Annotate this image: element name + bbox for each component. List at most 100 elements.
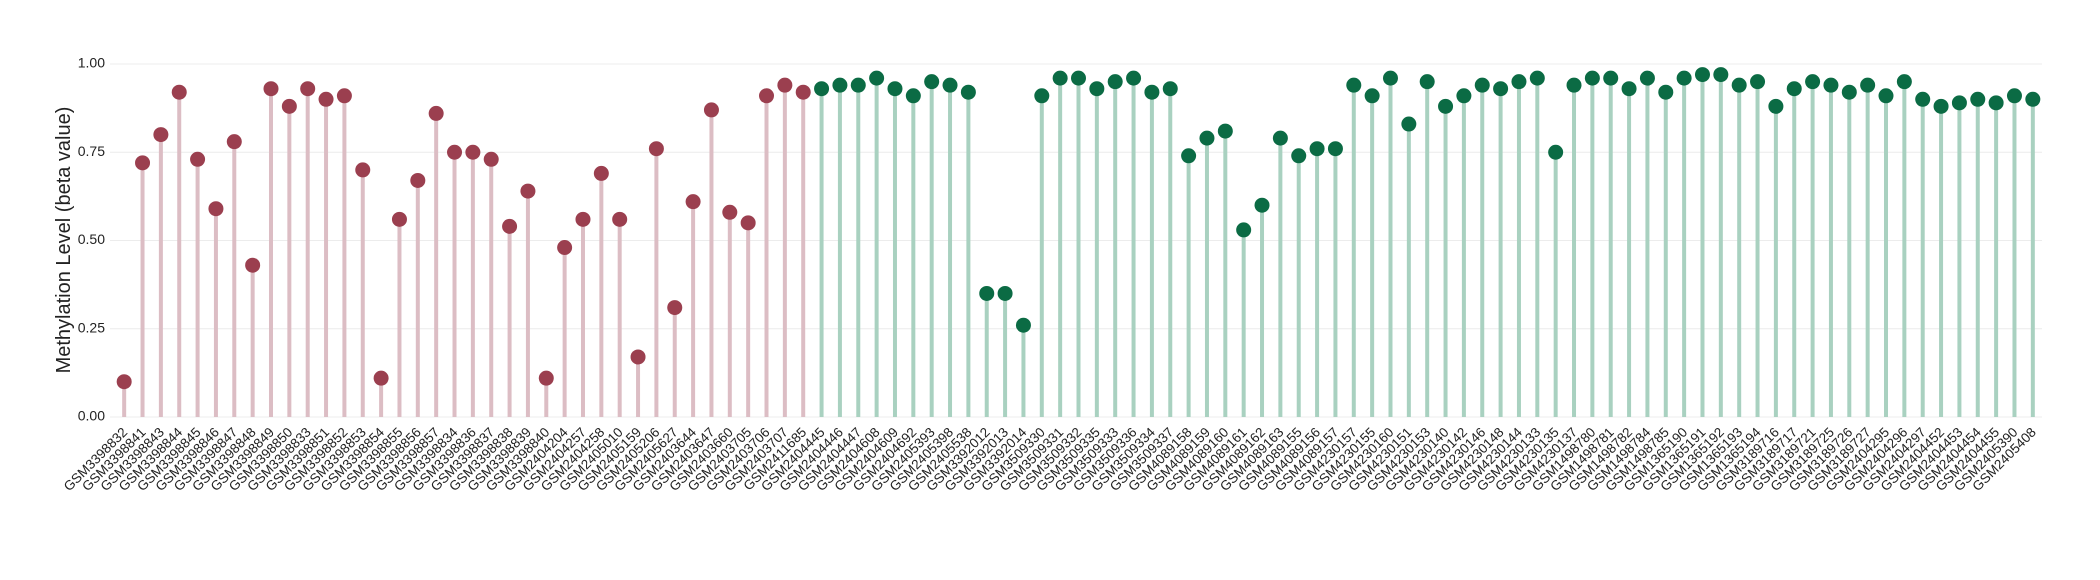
dot — [1217, 123, 1233, 139]
dot — [538, 370, 554, 386]
dot — [1199, 130, 1215, 146]
dot — [1456, 88, 1472, 104]
dot — [1896, 74, 1912, 90]
dot — [1878, 88, 1894, 104]
dot — [410, 172, 426, 188]
dot — [1346, 77, 1362, 93]
dot — [171, 84, 187, 100]
dot — [300, 81, 316, 97]
dot — [1566, 77, 1582, 93]
dot — [1071, 70, 1086, 86]
y-axis-label: Methylation Level (beta value) — [53, 107, 75, 374]
dot — [226, 134, 242, 150]
dot — [759, 88, 775, 104]
y-tick-label: 0.25 — [78, 319, 105, 335]
dot — [281, 98, 297, 114]
dot — [263, 81, 279, 97]
dot — [924, 74, 940, 90]
dot — [630, 349, 646, 365]
dot — [1052, 70, 1068, 86]
dot — [905, 88, 921, 104]
dot — [1768, 98, 1784, 114]
dot — [1786, 81, 1802, 97]
dot — [135, 155, 151, 171]
dot — [1493, 81, 1509, 97]
dot — [814, 81, 830, 97]
dot — [1603, 70, 1619, 86]
dot — [318, 91, 334, 107]
dot — [1676, 70, 1692, 86]
dot — [2025, 91, 2041, 107]
dot — [1236, 222, 1252, 238]
dot — [1841, 84, 1857, 100]
dot — [502, 218, 518, 234]
dot — [1015, 317, 1031, 333]
dot — [428, 105, 444, 121]
dot — [1401, 116, 1417, 132]
dot — [1107, 74, 1123, 90]
dot — [1364, 88, 1380, 104]
dot — [1823, 77, 1839, 93]
y-tick-label: 0.50 — [78, 231, 105, 247]
dot — [1548, 144, 1564, 160]
dot — [667, 300, 683, 316]
dot — [850, 77, 866, 93]
dot — [1951, 95, 1967, 111]
dot — [887, 81, 903, 97]
dot — [1933, 98, 1949, 114]
dot — [153, 127, 169, 143]
dot — [465, 144, 481, 160]
dot — [593, 165, 609, 181]
dot — [612, 211, 628, 227]
dot — [1438, 98, 1454, 114]
dot — [740, 215, 756, 231]
dot — [1474, 77, 1490, 93]
dot — [1034, 88, 1050, 104]
dot — [1639, 70, 1655, 86]
dot — [557, 240, 573, 256]
dot — [1181, 148, 1197, 164]
dot — [722, 204, 738, 220]
dot — [832, 77, 848, 93]
dot — [795, 84, 811, 100]
dot — [1694, 67, 1710, 83]
y-tick-label: 0.00 — [78, 408, 105, 424]
dot — [1089, 81, 1105, 97]
dot — [777, 77, 793, 93]
dot — [1621, 81, 1637, 97]
dot — [355, 162, 371, 178]
dot — [1529, 70, 1545, 86]
y-tick-label: 0.75 — [78, 143, 105, 159]
dot — [1658, 84, 1674, 100]
dot — [997, 285, 1013, 301]
dot — [1713, 67, 1729, 83]
y-tick-label: 1.00 — [78, 55, 105, 71]
dot — [391, 211, 407, 227]
dot — [1272, 130, 1288, 146]
dot — [1860, 77, 1876, 93]
dot — [1970, 91, 1986, 107]
dot — [520, 183, 536, 199]
dot — [685, 194, 701, 210]
dot — [869, 70, 885, 86]
dot — [2006, 88, 2022, 104]
dot — [1254, 197, 1270, 213]
dot — [190, 151, 206, 167]
dot — [336, 88, 352, 104]
dot — [483, 151, 499, 167]
dot — [1584, 70, 1600, 86]
dot — [1805, 74, 1821, 90]
dot — [1511, 74, 1527, 90]
dot — [942, 77, 958, 93]
dot — [703, 102, 719, 118]
dot — [1144, 84, 1160, 100]
dot — [960, 84, 976, 100]
dot — [1162, 81, 1178, 97]
dot — [575, 211, 591, 227]
dot — [116, 374, 132, 390]
dot — [245, 257, 261, 273]
dot — [1309, 141, 1325, 157]
dot — [373, 370, 389, 386]
dot — [1327, 141, 1343, 157]
